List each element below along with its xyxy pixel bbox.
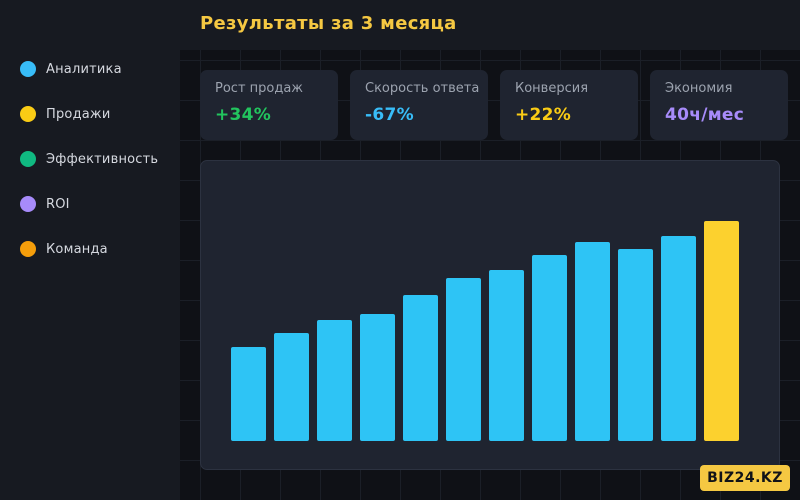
efficiency-dot-icon <box>20 151 36 167</box>
metric-value: +34% <box>215 105 272 125</box>
metric-value: -67% <box>365 105 414 125</box>
sidebar-item-efficiency[interactable]: Эффективность <box>20 149 158 169</box>
chart-bar <box>446 278 481 441</box>
metric-label: Экономия <box>665 81 733 96</box>
chart-bar <box>575 242 610 441</box>
chart-bar <box>231 347 266 441</box>
sidebar-item-label: Команда <box>46 241 108 257</box>
chart-bar <box>403 295 438 441</box>
chart-bar <box>317 320 352 441</box>
sidebar-item-label: ROI <box>46 196 70 212</box>
sidebar: Аналитика Продажи Эффективность ROI Кома… <box>0 0 180 500</box>
metric-value: +22% <box>515 105 572 125</box>
metric-card-sales-growth: Рост продаж +34% <box>200 70 338 140</box>
chart-panel <box>200 160 780 470</box>
team-dot-icon <box>20 241 36 257</box>
page-title: Результаты за 3 месяца <box>200 13 457 34</box>
sidebar-item-label: Аналитика <box>46 61 122 77</box>
metric-label: Рост продаж <box>215 81 304 96</box>
header-bar: Результаты за 3 месяца <box>180 0 800 50</box>
sidebar-item-label: Эффективность <box>46 151 159 167</box>
roi-dot-icon <box>20 196 36 212</box>
sales-dot-icon <box>20 106 36 122</box>
sidebar-item-label: Продажи <box>46 106 111 122</box>
analytics-dot-icon <box>20 61 36 77</box>
sidebar-item-team[interactable]: Команда <box>20 239 108 259</box>
metric-label: Конверсия <box>515 81 589 96</box>
metric-label: Скорость ответа <box>365 81 480 96</box>
chart-bar <box>489 270 524 441</box>
chart-bar <box>532 255 567 441</box>
sidebar-item-roi[interactable]: ROI <box>20 194 70 214</box>
bar-chart <box>231 221 739 441</box>
metric-value: 40ч/мес <box>665 105 745 125</box>
chart-bar <box>360 314 395 441</box>
chart-bar-highlight <box>704 221 739 441</box>
chart-bar <box>661 236 696 441</box>
chart-bar <box>274 333 309 441</box>
metric-card-conversion: Конверсия +22% <box>500 70 638 140</box>
sidebar-item-sales[interactable]: Продажи <box>20 104 111 124</box>
brand-badge: BIZ24.KZ <box>700 465 790 491</box>
chart-bar <box>618 249 653 441</box>
metric-card-response-speed: Скорость ответа -67% <box>350 70 488 140</box>
metric-card-savings: Экономия 40ч/мес <box>650 70 788 140</box>
sidebar-item-analytics[interactable]: Аналитика <box>20 59 122 79</box>
